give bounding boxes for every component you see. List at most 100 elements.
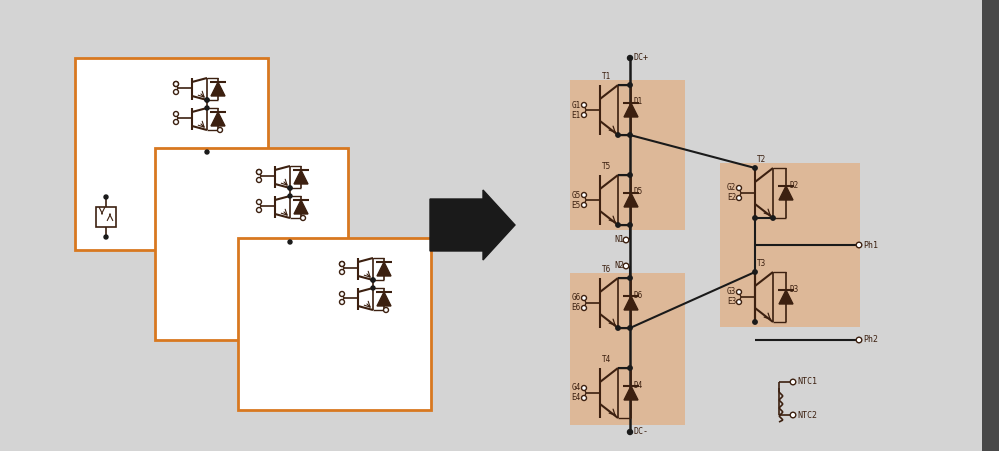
Bar [570,80,685,230]
Polygon shape [779,186,793,200]
Text: G2: G2 [726,184,736,193]
Text: N2: N2 [614,262,624,271]
Text: D1: D1 [634,97,643,106]
Circle shape [371,278,375,282]
Circle shape [753,320,757,324]
Bar [982,0,999,451]
Circle shape [257,170,262,175]
Circle shape [790,379,796,385]
Circle shape [627,429,632,434]
Polygon shape [211,82,225,96]
Circle shape [205,150,209,154]
Polygon shape [377,292,391,306]
Circle shape [288,194,292,198]
Text: D6: D6 [634,290,643,299]
Circle shape [288,240,292,244]
Circle shape [174,82,179,87]
Circle shape [288,186,292,190]
Circle shape [340,291,345,296]
Bar [155,148,348,340]
Circle shape [615,326,620,330]
Circle shape [104,195,108,199]
Circle shape [301,216,306,221]
Text: D2: D2 [789,180,798,189]
Polygon shape [294,200,308,214]
Text: T1: T1 [602,72,611,81]
Circle shape [205,98,209,102]
FancyArrow shape [430,190,515,260]
Text: DC-: DC- [634,428,649,437]
Circle shape [257,170,262,175]
Circle shape [257,199,262,204]
Circle shape [627,326,632,330]
Circle shape [371,278,375,282]
Text: T3: T3 [757,259,766,268]
Text: G4: G4 [571,383,581,392]
Circle shape [205,98,209,102]
Circle shape [174,120,179,124]
Circle shape [856,337,862,343]
Circle shape [627,55,632,60]
Text: D4: D4 [634,381,643,390]
Circle shape [627,276,632,280]
Bar [96,207,116,227]
Circle shape [753,166,757,170]
Text: G1: G1 [571,101,581,110]
Text: T2: T2 [757,155,766,164]
Text: G6: G6 [571,294,581,303]
Circle shape [581,202,586,207]
Circle shape [205,106,209,110]
Circle shape [753,216,757,220]
Circle shape [257,207,262,212]
Circle shape [623,237,628,243]
Text: G3: G3 [726,287,736,296]
Text: Ph2: Ph2 [863,336,878,345]
Circle shape [753,270,757,274]
Text: N1: N1 [614,235,624,244]
Circle shape [790,412,796,418]
Circle shape [615,133,620,137]
Bar [570,273,685,425]
Polygon shape [294,170,308,184]
Bar [238,238,431,410]
Circle shape [257,178,262,183]
Circle shape [174,111,179,116]
Circle shape [288,186,292,190]
Polygon shape [624,296,638,310]
Text: E6: E6 [571,304,581,313]
Polygon shape [624,193,638,207]
Circle shape [581,193,586,198]
Text: E4: E4 [571,394,581,402]
Text: Ph1: Ph1 [863,240,878,249]
Circle shape [174,82,179,87]
Circle shape [581,295,586,300]
Circle shape [771,216,775,220]
Circle shape [736,299,741,304]
Circle shape [581,396,586,400]
Bar [720,163,860,327]
Polygon shape [377,262,391,276]
Circle shape [104,235,108,239]
Polygon shape [624,386,638,400]
Circle shape [371,286,375,290]
Bar [75,58,268,250]
Circle shape [218,128,223,133]
Circle shape [627,133,632,137]
Text: DC+: DC+ [634,54,649,63]
Text: T5: T5 [602,162,611,171]
Text: E2: E2 [726,193,736,202]
Circle shape [627,173,632,177]
Circle shape [340,262,345,267]
Circle shape [736,195,741,201]
Text: D3: D3 [789,285,798,294]
Polygon shape [779,290,793,304]
Text: E5: E5 [571,201,581,210]
Circle shape [581,386,586,391]
Circle shape [174,89,179,95]
Polygon shape [211,112,225,126]
Circle shape [581,305,586,310]
Text: E1: E1 [571,110,581,120]
Text: D5: D5 [634,188,643,197]
Text: E3: E3 [726,298,736,307]
Circle shape [623,263,628,269]
